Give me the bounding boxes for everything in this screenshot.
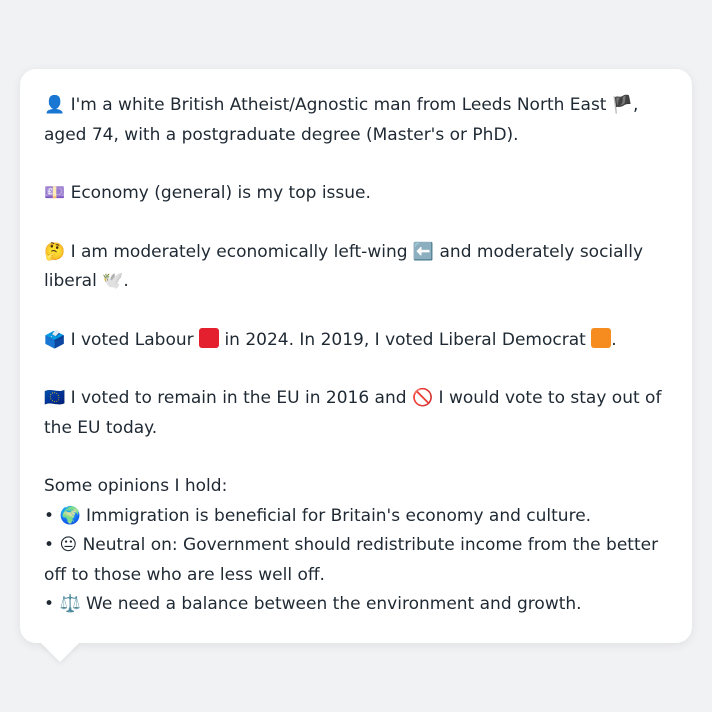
thinking-face-icon: 🤔 [44,241,66,262]
top-issue-line: 💷 Economy (general) is my top issue. [44,179,668,209]
vote-text-c: . [611,329,617,350]
neutral-face-icon: 😐 [59,535,78,555]
eu-flag-icon: 🇪🇺 [44,388,66,408]
opinion-text: We need a balance between the environmen… [86,594,582,614]
bullet: • [44,505,55,526]
person-icon: 👤 [44,95,66,115]
labour-square-icon [199,327,220,348]
eu-text-a: I voted to remain in the EU in 2016 and [70,388,407,408]
bullet: • [44,594,55,614]
scales-icon: ⚖️ [59,594,81,614]
opinion-text: Neutral on: Government should redistribu… [44,535,659,585]
england-flag-icon: 🏴 [611,95,634,115]
ideology-text-c: . [123,271,129,291]
identity-text-b: , aged 74, with a postgraduate degree (M… [44,95,639,145]
vote-line: 🗳️ I voted Labour in 2024. In 2019, I vo… [44,326,668,356]
opinion-item: • ⚖️ We need a balance between the envir… [44,590,668,620]
identity-text-a: I'm a white British Atheist/Agnostic man… [70,95,607,115]
opinions-heading: Some opinions I hold: [44,476,228,496]
vote-text-b: in 2024. In 2019, I voted Liberal Democr… [224,329,586,350]
ideology-line: 🤔 I am moderately economically left-wing… [44,238,668,297]
opinion-text: Immigration is beneficial for Britain's … [86,505,592,526]
libdem-square-icon [591,327,612,348]
prohibited-icon: 🚫 [411,388,434,408]
ideology-text-b: and moderately socially liberal [44,241,644,292]
eu-line: 🇪🇺 I voted to remain in the EU in 2016 a… [44,384,668,443]
identity-line: 👤 I'm a white British Atheist/Agnostic m… [44,91,668,150]
ideology-text-a: I am moderately economically left-wing [70,241,408,262]
ballot-box-icon: 🗳️ [44,329,66,350]
vote-text-a: I voted Labour [70,329,194,350]
dove-icon: 🕊️ [102,271,124,291]
opinion-item: • 😐 Neutral on: Government should redist… [44,531,668,590]
bullet: • [44,535,55,555]
opinion-item: • 🌍 Immigration is beneficial for Britai… [44,502,668,532]
eu-text-b: I would vote to stay out of the EU today… [44,388,662,438]
left-arrow-icon: ⬅️ [412,241,435,262]
money-icon: 💷 [44,183,66,203]
top-issue-text: Economy (general) is my top issue. [70,183,371,203]
profile-card: 👤 I'm a white British Atheist/Agnostic m… [20,69,692,643]
globe-icon: 🌍 [59,505,81,526]
speech-bubble-tail [40,642,80,662]
